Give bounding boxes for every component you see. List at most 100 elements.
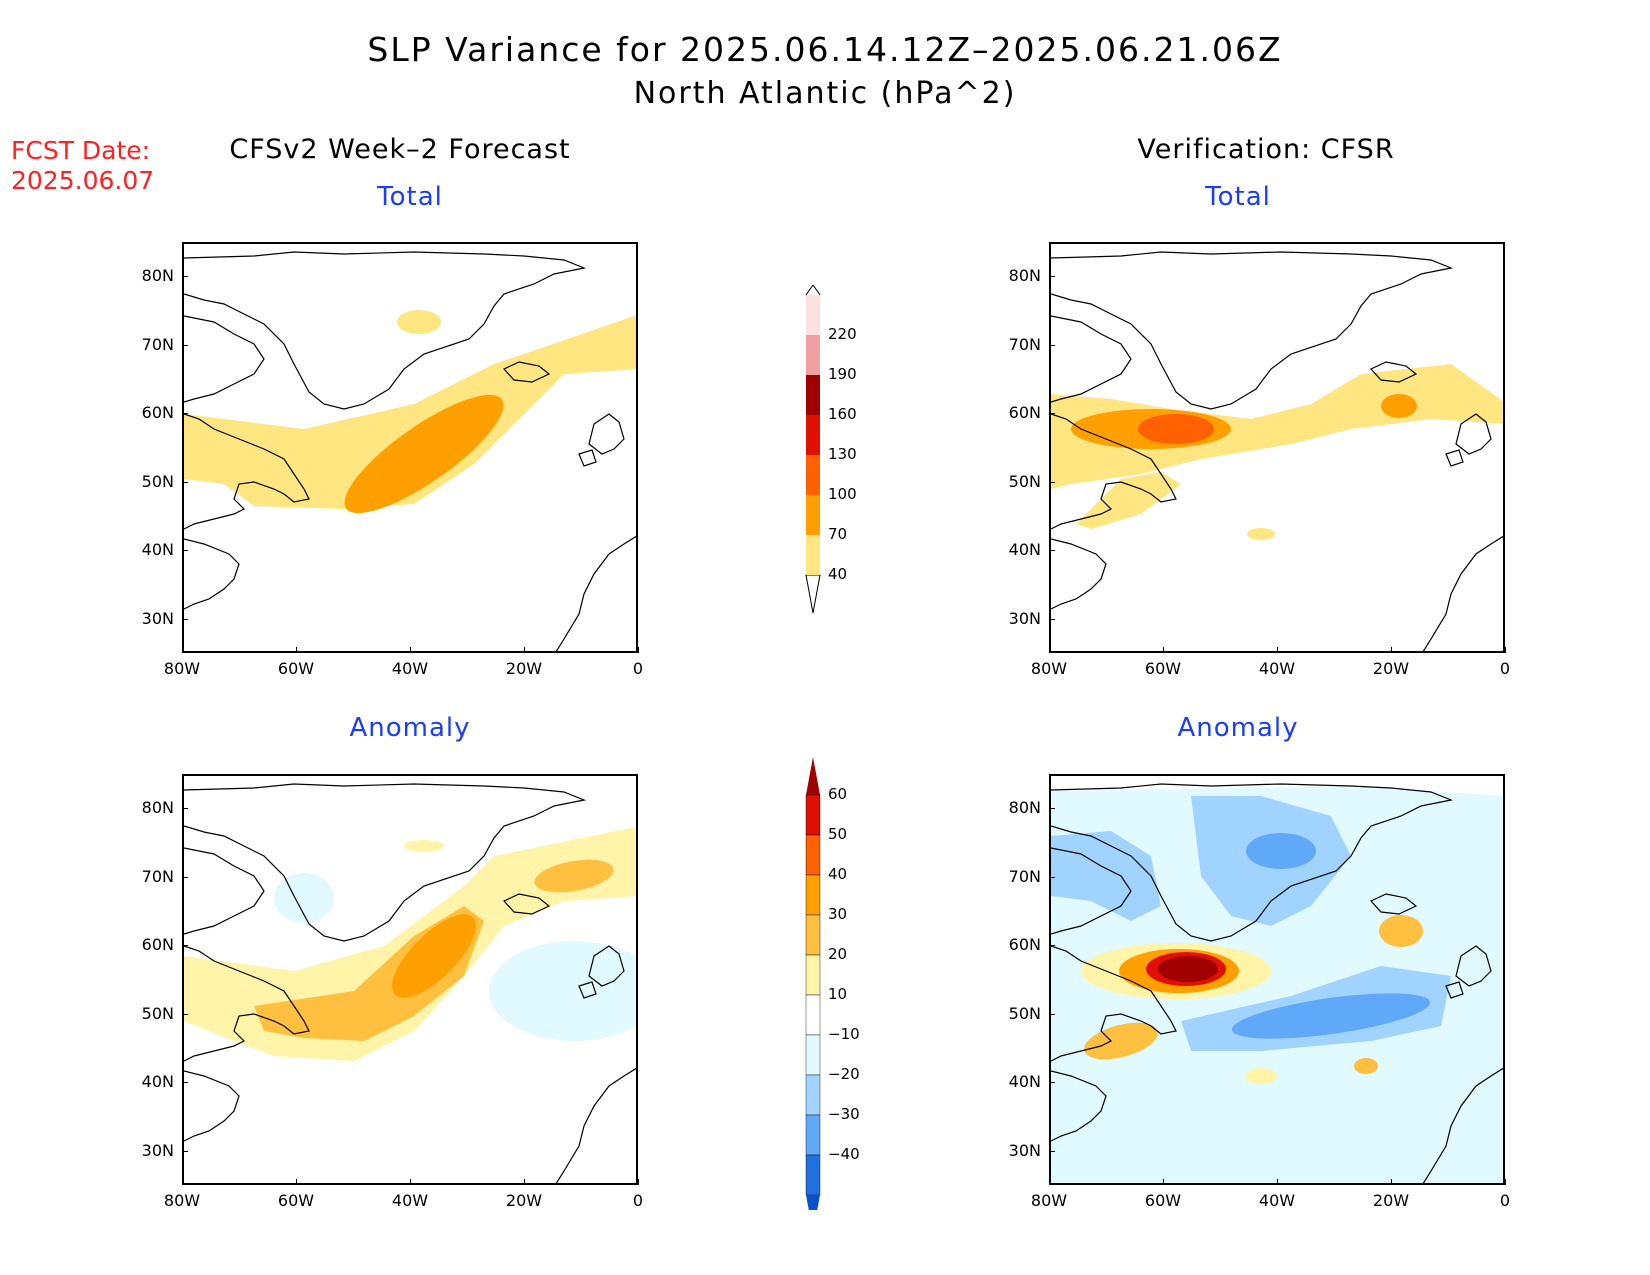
verification-column-title: Verification: CFSR: [1137, 134, 1395, 165]
cbar-swatch: [805, 834, 821, 876]
coastline-4: [1370, 361, 1418, 383]
lat-label: 30N: [141, 1140, 174, 1160]
coastline-7: [555, 1067, 636, 1183]
anomaly-colorbar: [805, 757, 821, 1210]
lon-label: 80W: [163, 659, 201, 678]
cbar-upper-arrow: [806, 757, 820, 795]
cbar-swatch: [806, 295, 820, 335]
cbar-swatch: [805, 954, 821, 996]
forecast-anomaly-map: [182, 774, 638, 1185]
lon-label: 20W: [505, 1191, 543, 1210]
lon-tick: [1277, 647, 1278, 653]
lat-label: 40N: [1008, 1072, 1041, 1092]
coastline-6: [578, 981, 597, 999]
lon-tick: [182, 647, 183, 653]
lat-label: 30N: [141, 608, 174, 628]
cbar-swatch: [805, 914, 821, 956]
total-colorbar: [805, 285, 821, 614]
lat-label: 60N: [1008, 403, 1041, 423]
coastline-7: [1422, 535, 1503, 651]
main-title: SLP Variance for 2025.06.14.12Z–2025.06.…: [367, 30, 1283, 69]
contour-40-greenland: [397, 310, 441, 334]
lat-tick: [182, 618, 188, 620]
forecast-column-title: CFSv2 Week–2 Forecast: [229, 134, 571, 165]
coastline-1: [184, 847, 265, 935]
coastline-0: [184, 783, 587, 942]
lat-tick: [1049, 550, 1055, 552]
coastline-3: [1051, 538, 1107, 610]
verification-anomaly-map: [1049, 774, 1505, 1185]
coastline-1: [184, 315, 265, 403]
cbar-label: 220: [828, 325, 857, 343]
lon-tick: [1163, 1179, 1164, 1185]
lon-tick: [410, 1179, 411, 1185]
cbar-label: 40: [828, 565, 848, 583]
coastline-4: [1370, 893, 1418, 915]
lat-label: 80N: [1008, 266, 1041, 286]
cbar-swatch: [805, 994, 821, 1036]
lat-tick: [1049, 808, 1055, 810]
lat-tick: [182, 808, 188, 810]
contour-40-south: [1076, 472, 1181, 529]
lon-tick: [296, 647, 297, 653]
lat-label: 40N: [1008, 540, 1041, 560]
lon-tick: [1391, 1179, 1392, 1185]
lon-label: 80W: [163, 1191, 201, 1210]
coastline-1: [1051, 847, 1132, 935]
cbar-swatch: [806, 375, 820, 415]
coastline-5: [1455, 945, 1492, 987]
lat-label: 40N: [141, 1072, 174, 1092]
coastline-2: [184, 945, 310, 1062]
contour-neg30-atlantic: [1231, 993, 1431, 1039]
fcst-date-value: 2025.06.07: [11, 166, 155, 195]
coastline-7: [1422, 1067, 1503, 1183]
coastline-0: [1051, 251, 1454, 410]
cbar-swatch: [806, 495, 820, 535]
coastline-0: [184, 251, 587, 410]
cbar-swatch: [806, 455, 820, 495]
cbar-label: 60: [828, 785, 848, 803]
contour-40: [1051, 364, 1503, 489]
lat-tick: [182, 344, 188, 346]
lat-tick: [182, 1150, 188, 1152]
coastline-3: [1051, 1070, 1107, 1142]
contour-neutral-top: [1051, 776, 1503, 796]
lon-tick: [1049, 647, 1050, 653]
cbar-swatch: [805, 874, 821, 916]
cbar-swatch: [805, 1154, 821, 1196]
cbar-label: 50: [828, 825, 848, 843]
lon-label: 40W: [391, 1191, 429, 1210]
lat-label: 70N: [141, 866, 174, 886]
lat-tick: [182, 413, 188, 415]
cbar-label: −20: [828, 1065, 860, 1083]
contour-40-small: [1247, 528, 1275, 540]
lon-tick: [1049, 1179, 1050, 1185]
lat-tick: [182, 481, 188, 483]
lon-label: 40W: [1258, 659, 1296, 678]
cbar-label: −10: [828, 1025, 860, 1043]
lat-tick: [182, 550, 188, 552]
lon-label: 40W: [391, 659, 429, 678]
cbar-lower-arrow: [806, 1195, 820, 1210]
contour-40: [184, 315, 636, 509]
contour-70-east: [1381, 394, 1417, 418]
cbar-swatch: [806, 535, 820, 575]
lon-label: 80W: [1030, 659, 1068, 678]
lon-tick: [638, 1179, 639, 1185]
coastline-1: [1051, 315, 1132, 403]
lon-label: 60W: [277, 659, 315, 678]
lon-label: 0: [632, 659, 644, 678]
contour-20-small: [1354, 1058, 1378, 1074]
main-subtitle: North Atlantic (hPa^2): [633, 76, 1017, 111]
contour-10-small: [1245, 1068, 1277, 1084]
lat-tick: [1049, 618, 1055, 620]
verification-total-subtitle: Total: [1205, 182, 1271, 212]
lon-tick: [1277, 1179, 1278, 1185]
cbar-swatch: [805, 794, 821, 836]
lon-label: 20W: [1372, 1191, 1410, 1210]
lat-label: 70N: [1008, 866, 1041, 886]
lat-label: 70N: [141, 334, 174, 354]
cbar-label: 10: [828, 985, 848, 1003]
fcst-date-label: FCST Date:: [11, 136, 151, 165]
lat-label: 70N: [1008, 334, 1041, 354]
